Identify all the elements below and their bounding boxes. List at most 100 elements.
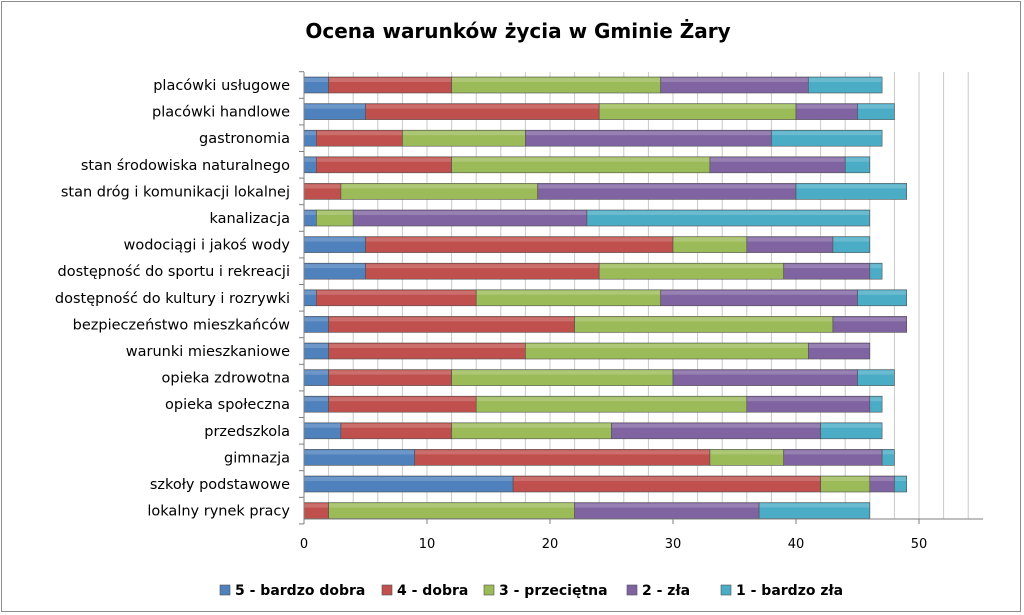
bar-segment-highlight <box>575 317 833 322</box>
bar-segment-highlight <box>833 317 907 322</box>
bar-segment-highlight <box>784 450 882 455</box>
bar-segment-highlight <box>747 397 870 402</box>
bar-segment-highlight <box>771 131 882 136</box>
bar-segment-highlight <box>304 290 316 295</box>
legend-swatch <box>720 584 732 596</box>
legend-label: 2 - zła <box>642 583 690 599</box>
bar-segment <box>844 156 871 174</box>
category-label: bezpieczeństwo mieszkańców <box>73 317 290 333</box>
bar-segment-highlight <box>316 131 402 136</box>
category-label: stan środowiska naturalnego <box>81 158 290 174</box>
legend-swatch <box>219 584 231 596</box>
bar-segment <box>795 183 907 200</box>
legend-label: 5 - bardzo dobra <box>235 583 365 599</box>
bar-segment <box>869 395 883 413</box>
bar-segment-highlight <box>870 477 894 481</box>
category-labels: placówki usługowe placówki handlowe gastro… <box>55 78 291 520</box>
category-label: opieka zdrowotna <box>162 371 290 387</box>
bar-segment-highlight <box>821 423 882 428</box>
bar-segment-highlight <box>402 131 525 136</box>
bar-segment-highlight <box>329 397 476 402</box>
category-label: gimnazja <box>224 450 290 466</box>
category-label: opieka społeczna <box>165 397 290 413</box>
category-label: dostępność do sportu i rekreacji <box>58 264 290 280</box>
bar-segment-highlight <box>525 344 808 348</box>
bars <box>303 76 908 519</box>
category-label: szkoły podstawowe <box>150 477 290 493</box>
bar-segment-highlight <box>304 211 316 215</box>
bar-segment <box>820 422 883 440</box>
bar-segment-highlight <box>329 317 575 322</box>
category-label: placówki handlowe <box>152 105 290 121</box>
category-label: gastronomia <box>199 131 290 147</box>
bar-segment-highlight <box>833 237 870 242</box>
bar-segment <box>857 369 895 386</box>
bar-segment-highlight <box>525 131 771 136</box>
bar-segment-highlight <box>304 317 329 322</box>
bar-segment-highlight <box>612 423 821 428</box>
bar-segment-highlight <box>341 423 452 428</box>
bar-segment-highlight <box>316 211 353 215</box>
bar-segment-highlight <box>316 290 476 295</box>
bar-segment-highlight <box>821 477 870 481</box>
bar-segment-highlight <box>513 477 821 481</box>
x-tick-label: 10 <box>419 537 436 552</box>
axes <box>299 71 983 525</box>
bar-segment-highlight <box>759 503 870 508</box>
bar-segment-highlight <box>710 157 845 162</box>
bar-segment <box>832 316 908 333</box>
x-tick-label: 20 <box>542 537 559 552</box>
legend-label: 3 - przeciętna <box>499 583 608 599</box>
category-label: placówki usługowe <box>153 78 290 94</box>
bar-segment-highlight <box>784 264 870 269</box>
category-label: warunki mieszkaniowe <box>126 344 290 360</box>
bar-segment-highlight <box>845 157 870 162</box>
bar-segment-highlight <box>858 370 894 375</box>
bar-segment-highlight <box>304 131 316 136</box>
bar-segment-highlight <box>894 477 907 481</box>
bar-segment-highlight <box>353 211 587 215</box>
bar-segment-highlight <box>870 397 882 402</box>
bar-segment-highlight <box>304 264 365 269</box>
bar-segment-highlight <box>329 78 452 82</box>
x-tick-labels: 0 10 20 30 40 50 <box>300 537 927 552</box>
bar-segment-highlight <box>452 157 710 162</box>
bar-segment-highlight <box>452 423 611 428</box>
category-label: wodociągi i jakoś wody <box>123 238 290 254</box>
bar-segment <box>807 76 883 94</box>
category-label: dostępność do kultury i rozrywki <box>55 291 290 307</box>
bar-segment-highlight <box>304 397 329 402</box>
legend-label: 1 - bardzo zła <box>736 583 843 599</box>
chart-title: Ocena warunków życia w Gminie Żary <box>305 19 730 43</box>
bar-segment <box>771 129 883 147</box>
bar-segment-highlight <box>452 370 673 375</box>
x-tick-label: 0 <box>300 537 308 552</box>
bar-segment-highlight <box>673 237 747 242</box>
bar-segment-highlight <box>476 397 747 402</box>
bar-segment-highlight <box>341 184 538 189</box>
legend-label: 4 - dobra <box>397 583 468 599</box>
bar-segment <box>807 342 871 360</box>
bar-segment-highlight <box>304 450 415 455</box>
category-label: stan dróg i komunikacji lokalnej <box>61 184 290 200</box>
category-label: lokalny rynek pracy <box>147 504 290 520</box>
x-tick-label: 30 <box>665 537 682 552</box>
legend-swatch <box>381 584 393 596</box>
bar-segment-highlight <box>538 184 796 189</box>
bar-segment-highlight <box>808 344 870 348</box>
bar-segment-highlight <box>858 290 907 295</box>
bar-segment-highlight <box>661 78 808 82</box>
bar-segment-highlight <box>304 184 341 189</box>
bar-segment-highlight <box>304 370 329 375</box>
bar-segment-highlight <box>673 370 857 375</box>
bar-segment-highlight <box>304 344 329 348</box>
bar-segment-highlight <box>304 503 329 508</box>
bar-segment-highlight <box>808 78 882 82</box>
bar-segment-highlight <box>599 104 796 109</box>
bar-segment-highlight <box>304 78 329 82</box>
bar-segment-highlight <box>329 503 575 508</box>
legend-swatch <box>626 584 638 596</box>
bar-segment-highlight <box>661 290 857 295</box>
